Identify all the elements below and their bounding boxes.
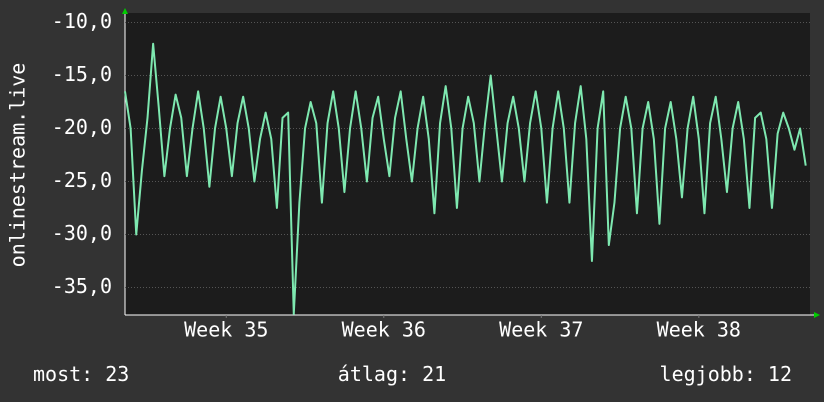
plot-area (125, 13, 810, 315)
y-tick-label: -20,0 (52, 115, 112, 139)
y-tick-label: -35,0 (52, 274, 112, 298)
stat-label: legjobb: (660, 362, 756, 386)
x-tick-label: Week 35 (184, 318, 268, 342)
stat: most: 23 (33, 362, 129, 386)
stat: átlag: 21 (338, 362, 446, 386)
x-tick-label: Week 38 (657, 318, 741, 342)
y-tick-label: -30,0 (52, 221, 112, 245)
stat-label: átlag: (338, 362, 410, 386)
x-tick-label: Week 36 (342, 318, 426, 342)
y-tick-label: -10,0 (52, 9, 112, 33)
stat-value: 21 (422, 362, 446, 386)
stat-label: most: (33, 362, 93, 386)
data-line (124, 42, 807, 315)
y-axis-arrow (122, 8, 128, 14)
x-tick-label: Week 37 (499, 318, 583, 342)
stat-value: 23 (105, 362, 129, 386)
y-tick-label: -15,0 (52, 62, 112, 86)
stat: legjobb: 12 (660, 362, 792, 386)
y-tick-label: -25,0 (52, 168, 112, 192)
stat-value: 12 (768, 362, 792, 386)
y-axis-label: onlinestream.live (6, 63, 30, 268)
x-axis-arrow (814, 312, 820, 318)
